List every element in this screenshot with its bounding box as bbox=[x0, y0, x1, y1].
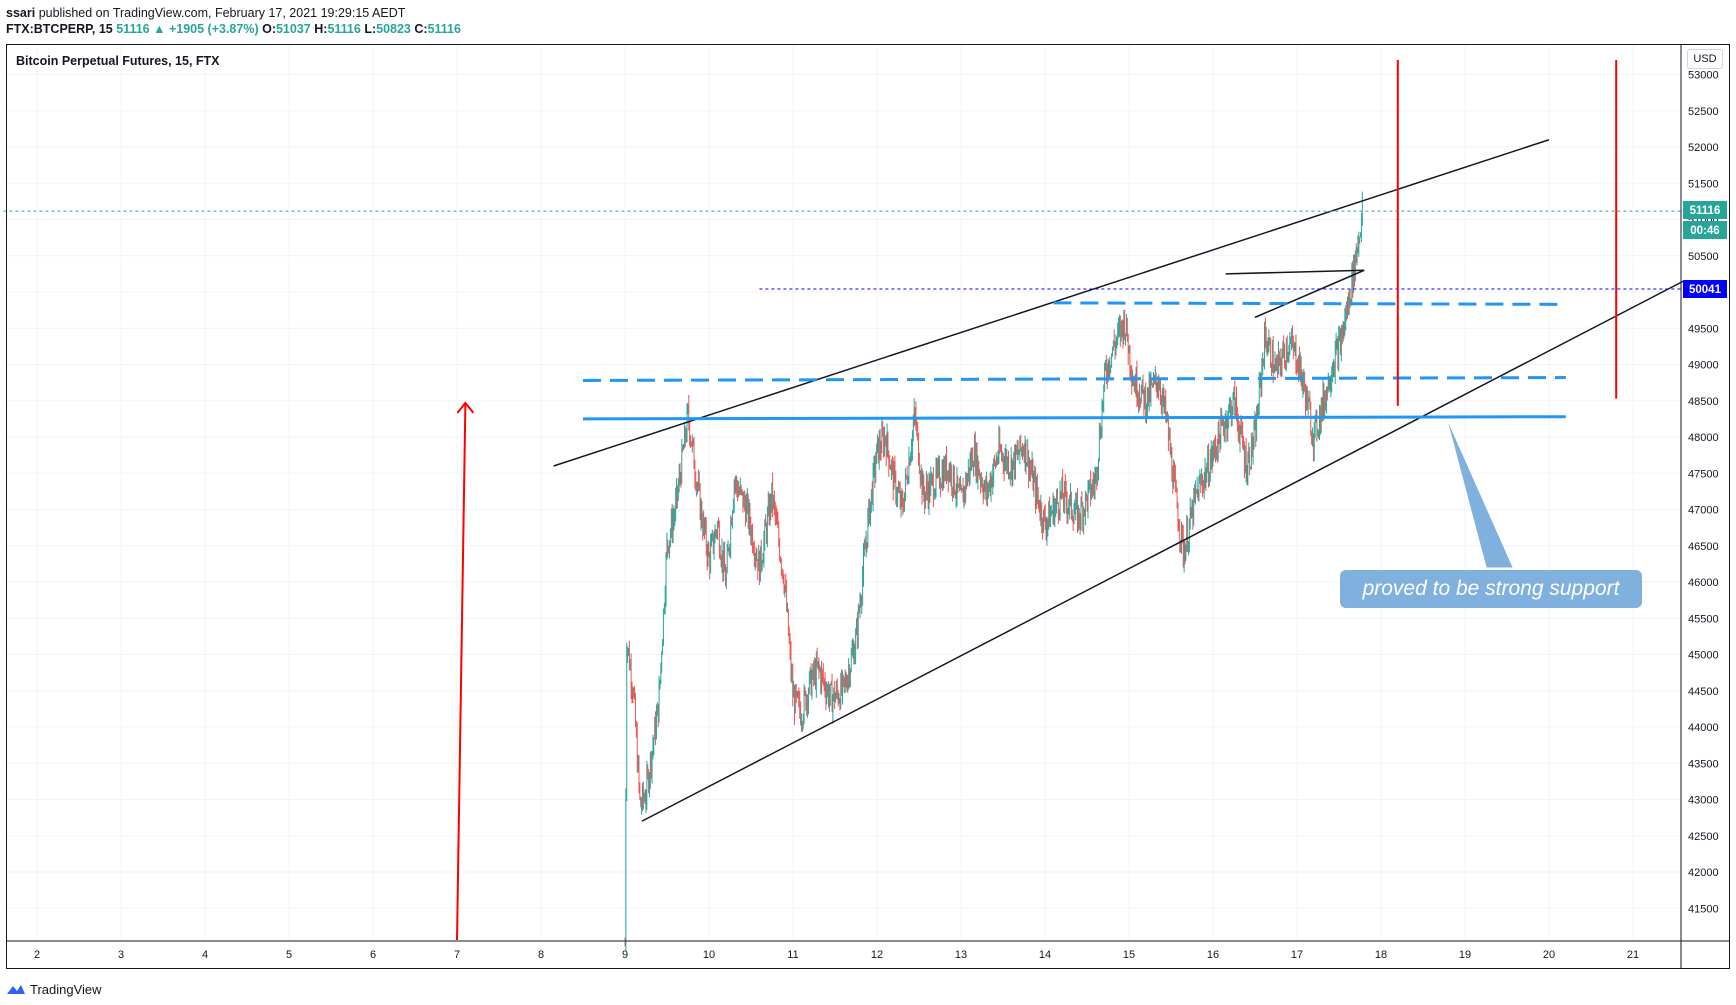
time-tick-label: 14 bbox=[1039, 949, 1051, 961]
time-tick-label: 9 bbox=[622, 949, 628, 961]
price-axis[interactable]: 41500 42000 42500 43000 43500 44000 44500 45000… bbox=[1688, 70, 1719, 916]
red-arrow bbox=[456, 402, 467, 941]
open-value: 51037 bbox=[275, 22, 311, 36]
tradingview-logo-icon[interactable] bbox=[6, 982, 26, 996]
time-tick-label: 15 bbox=[1123, 949, 1135, 961]
time-tick-label: 18 bbox=[1375, 949, 1387, 961]
time-tick-label: 16 bbox=[1207, 949, 1219, 961]
price-tick-label: 50500 bbox=[1688, 251, 1719, 263]
time-tick-label: 4 bbox=[202, 949, 208, 961]
time-tick-label: 17 bbox=[1291, 949, 1303, 961]
drawings bbox=[3, 60, 1684, 941]
price-tick-label: 42000 bbox=[1688, 867, 1719, 879]
footer-brand[interactable]: TradingView bbox=[30, 981, 102, 997]
price-tick-label: 48000 bbox=[1688, 432, 1719, 444]
last-price: 51116 bbox=[116, 22, 150, 36]
price-tick-label: 44000 bbox=[1688, 722, 1719, 734]
support bbox=[582, 415, 1566, 421]
close-value: 51116 bbox=[427, 22, 461, 36]
time-tick-label: 19 bbox=[1459, 949, 1471, 961]
time-tick-label: 5 bbox=[286, 949, 292, 961]
dashed-level-2 bbox=[1053, 301, 1558, 306]
time-axis[interactable]: 2 3 4 5 6 7 8 9 10 11 12 13 14 15 16 17 18 19 20 21 bbox=[34, 949, 1639, 961]
price-tick-label: 47000 bbox=[1688, 505, 1719, 517]
candles bbox=[624, 191, 1363, 952]
time-tick-label: 20 bbox=[1543, 949, 1555, 961]
publish-info: ssari published on TradingView.com, Febr… bbox=[6, 6, 405, 20]
price-tick-label: 43500 bbox=[1688, 758, 1719, 770]
annotation-pointer bbox=[1448, 422, 1513, 568]
time-tick-label: 2 bbox=[34, 949, 40, 961]
price-change: ▲ +1905 (+3.87%) bbox=[153, 22, 259, 36]
price-tick-label: 52000 bbox=[1688, 142, 1719, 154]
close-label: C: bbox=[414, 22, 428, 36]
time-tick-label: 6 bbox=[370, 949, 376, 961]
time-tick-label: 21 bbox=[1627, 949, 1639, 961]
time-tick-label: 3 bbox=[118, 949, 124, 961]
price-tick-label: 47500 bbox=[1688, 468, 1719, 480]
upper-trend-line bbox=[553, 139, 1550, 467]
footer: TradingView bbox=[6, 978, 102, 1000]
time-tick-label: 8 bbox=[538, 949, 544, 961]
current-price-tag: 51116 bbox=[1690, 205, 1721, 217]
time-tick-label: 10 bbox=[703, 949, 715, 961]
price-tick-label: 53000 bbox=[1688, 70, 1719, 82]
level-tag: 50041 bbox=[1689, 284, 1722, 296]
annotation-callout[interactable]: proved to be strong support bbox=[1340, 570, 1642, 608]
price-tick-label: 49500 bbox=[1688, 323, 1719, 335]
time-tick-label: 7 bbox=[454, 949, 460, 961]
low-value: 50823 bbox=[376, 22, 411, 36]
time-tick-label: 11 bbox=[787, 949, 798, 961]
low-label: L: bbox=[364, 22, 377, 36]
chart-frame[interactable] bbox=[6, 44, 1730, 969]
grid bbox=[7, 45, 1680, 940]
price-tick-label: 51500 bbox=[1688, 178, 1719, 190]
price-tags: 51116 00:46 50041 bbox=[1683, 201, 1727, 298]
price-tick-label: 46000 bbox=[1688, 577, 1719, 589]
chart-title: Bitcoin Perpetual Futures, 15, FTX bbox=[16, 54, 220, 68]
countdown-tag-bg bbox=[1683, 221, 1727, 239]
open-label: O: bbox=[262, 22, 276, 36]
short-rising-line bbox=[1254, 269, 1365, 319]
symbol-label: FTX:BTCPERP, 15 bbox=[6, 22, 113, 36]
price-tick-label: 46500 bbox=[1688, 541, 1719, 553]
red-arrow-head bbox=[456, 401, 475, 414]
lower-trend-line bbox=[641, 280, 1684, 822]
publisher-name[interactable]: ssari bbox=[6, 6, 36, 20]
price-tick-label: 41500 bbox=[1688, 903, 1719, 915]
price-tick-label: 48500 bbox=[1688, 396, 1719, 408]
price-tick-label: 43000 bbox=[1688, 795, 1719, 807]
currency-button[interactable]: USD bbox=[1687, 49, 1723, 69]
high-label: H: bbox=[314, 22, 328, 36]
short-resistance bbox=[1225, 269, 1365, 275]
countdown-tag: 00:46 bbox=[1690, 225, 1719, 237]
current-price-tag-bg bbox=[1683, 201, 1727, 219]
quote-line: FTX:BTCPERP, 15 51116 ▲ +1905 (+3.87%) O… bbox=[6, 22, 461, 36]
price-tick-label: 42500 bbox=[1688, 831, 1719, 843]
price-tick-label: 45000 bbox=[1688, 650, 1719, 662]
price-tick-label: 49000 bbox=[1688, 360, 1719, 372]
publish-details: published on TradingView.com, February 1… bbox=[38, 6, 406, 20]
high-value: 51116 bbox=[327, 22, 361, 36]
price-tick-label: 44500 bbox=[1688, 686, 1719, 698]
dashed-level-1 bbox=[582, 376, 1566, 382]
price-tick-label: 52500 bbox=[1688, 106, 1719, 118]
time-tick-label: 13 bbox=[955, 949, 967, 961]
price-tick-label: 45500 bbox=[1688, 613, 1719, 625]
level-tag-bg bbox=[1683, 280, 1727, 298]
time-tick-label: 12 bbox=[871, 949, 883, 961]
